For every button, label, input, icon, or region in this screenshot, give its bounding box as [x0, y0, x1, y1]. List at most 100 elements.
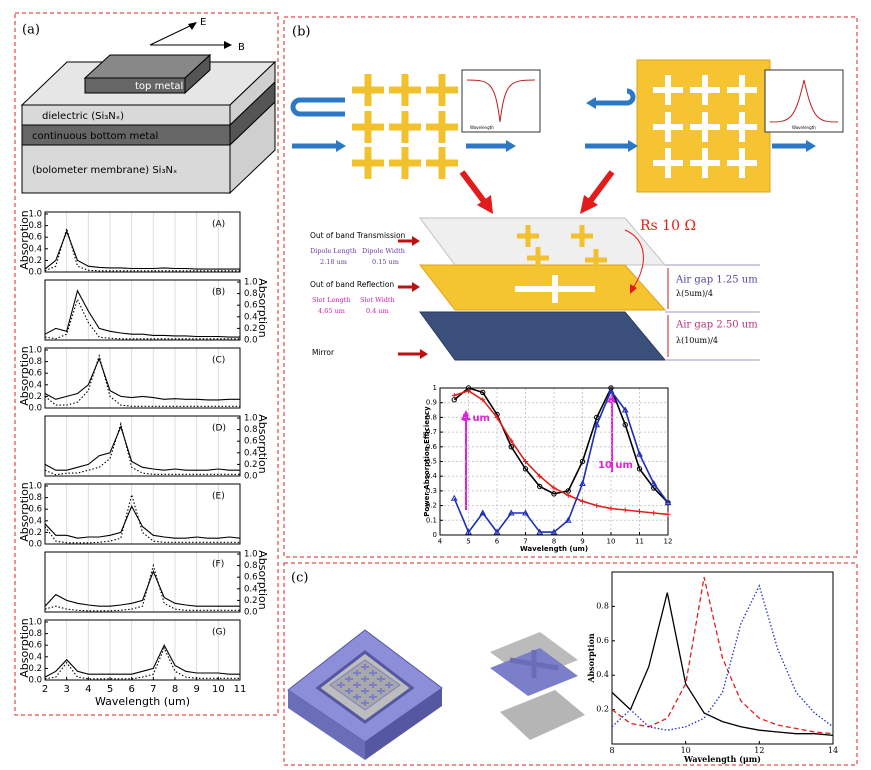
marker: [594, 503, 600, 509]
marker: [480, 389, 486, 396]
y-axis-label: Power Absorption Efficiency: [423, 406, 431, 517]
dipole-cross: [525, 225, 531, 247]
inset-label: Wavelength: [792, 125, 816, 130]
marker: [650, 480, 658, 487]
slot-cross: [739, 112, 745, 142]
series-line: [44, 289, 240, 338]
inset-label: Wavelength: [470, 125, 494, 130]
y-tick-label: 0.4: [244, 312, 258, 322]
y-axis-label: Absorption: [18, 618, 31, 678]
dipole-cross: [535, 247, 541, 269]
x-tick-label: 10: [212, 684, 225, 695]
plot-frame: [44, 347, 241, 409]
marker: [651, 510, 657, 516]
subplot-label: (A): [212, 220, 225, 230]
subplot-label: (D): [212, 424, 226, 434]
y-tick-label: 0.6: [244, 301, 258, 311]
marker: [565, 492, 571, 498]
panel-label: (a): [22, 23, 40, 38]
layer-label: Out of band Transmission: [310, 231, 406, 240]
resistance-label: Rs 10 Ω: [640, 218, 696, 234]
series-line: [611, 583, 834, 731]
dipole-cross: [579, 225, 585, 247]
slot-cross: [739, 75, 745, 105]
param-label: Dipole Width: [362, 247, 405, 255]
marker: [479, 509, 487, 516]
y-axis-label: Absorption: [256, 550, 269, 610]
marker: [536, 528, 544, 535]
field-label: B: [238, 42, 245, 53]
plot-frame: [44, 415, 241, 477]
plot-frame: [44, 619, 241, 681]
layer-label: (bolometer membrane) Si₃Nₓ: [32, 165, 177, 176]
y-axis-label: Absorption: [256, 414, 269, 474]
y-tick-label: 0.2: [28, 528, 42, 538]
panel-label: (c): [291, 571, 308, 586]
x-tick-label: 12: [754, 746, 764, 755]
marker: [593, 421, 601, 428]
y-tick-label: 1.0: [28, 346, 42, 356]
series-line: [44, 569, 240, 607]
series-line: [44, 353, 240, 407]
x-tick-label: 14: [828, 746, 838, 755]
y-tick-label: 0.2: [244, 324, 258, 334]
y-tick-label: 0.4: [426, 472, 438, 480]
marker: [636, 450, 643, 457]
y-tick-label: 0.4: [244, 584, 258, 594]
marker: [537, 483, 543, 490]
y-tick-label: 0.2: [28, 664, 42, 674]
panel-a-frame: [14, 12, 279, 716]
dipole-cross: [364, 147, 372, 179]
y-tick-label: 0.5: [426, 458, 437, 466]
dipole-cross: [401, 74, 409, 106]
layer-stack: [20, 22, 277, 195]
field-label: E: [200, 17, 206, 28]
series-line: [454, 390, 669, 516]
marker: [637, 508, 642, 514]
marker: [608, 506, 614, 512]
series-line: [44, 643, 240, 678]
marker: [551, 491, 557, 497]
subplot-label: (E): [212, 492, 225, 502]
marker: [508, 438, 514, 444]
y-tick-label: 0.8: [244, 289, 258, 299]
unit-cross: [361, 664, 369, 670]
x-tick-label: 11: [234, 684, 247, 695]
x-tick-label: 6: [495, 537, 500, 545]
unit-cross: [353, 682, 361, 688]
unit-cross: [377, 676, 385, 682]
subplot-label: (B): [212, 288, 225, 298]
x-tick-label: 8: [609, 746, 614, 755]
x-tick-label: 9: [580, 537, 584, 545]
marker: [451, 392, 457, 398]
marker: [580, 498, 585, 504]
y-tick-label: 0.6: [28, 369, 42, 379]
y-tick-label: 0.8: [596, 601, 609, 610]
param-value: 0.15 um: [372, 258, 399, 266]
marker: [579, 458, 586, 465]
y-tick-label: 0.0: [28, 268, 42, 278]
marker: [579, 480, 586, 487]
x-tick-label: 5: [466, 537, 470, 545]
marker: [522, 509, 529, 516]
marker: [664, 499, 672, 506]
unit-cross: [353, 694, 361, 700]
panel-label: (b): [292, 25, 310, 40]
dipole-cross: [438, 111, 446, 143]
x-tick-label: 4: [438, 537, 443, 545]
dipole-cross: [593, 249, 599, 271]
marker: [594, 414, 600, 421]
param-value: 2.18 um: [320, 258, 347, 266]
marker: [622, 422, 628, 428]
y-tick-label: 0.0: [28, 404, 42, 414]
marker: [493, 528, 501, 535]
dipole-cross: [438, 74, 446, 106]
marker: [523, 459, 528, 464]
slot-cross: [702, 75, 708, 105]
slot-cross: [702, 148, 708, 178]
series-line: [611, 577, 834, 735]
y-axis-label: Absorption: [586, 633, 596, 684]
dipole-cross: [401, 111, 409, 143]
unit-cross: [377, 688, 385, 694]
